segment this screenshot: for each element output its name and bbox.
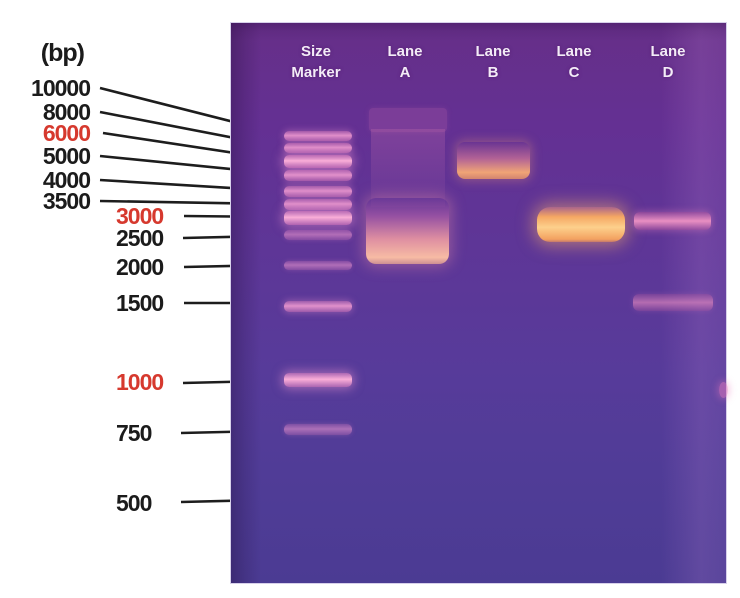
marker-band-1000 (284, 373, 352, 387)
bp-label-6000: 6000 (42, 120, 91, 146)
marker-band-8000 (284, 143, 352, 153)
lane-header-line2: A (399, 64, 411, 81)
marker-band-750 (284, 424, 352, 435)
bp-label-8000: 8000 (42, 99, 91, 125)
marker-band-5000 (284, 170, 352, 181)
marker-band-2500 (284, 230, 352, 240)
lane-a-bright-blob (366, 198, 449, 264)
bp-label-5000: 5000 (42, 143, 91, 169)
lane-header-c: Lane C (556, 41, 591, 83)
lane-header-line2: C (568, 64, 580, 81)
bp-label-750: 750 (116, 420, 152, 446)
marker-band-4000 (284, 186, 352, 197)
lane-header-b: Lane B (475, 41, 510, 83)
lane-header-d: Lane D (650, 41, 685, 83)
lane-d-band (634, 212, 711, 230)
lane-header-marker: Size Marker (291, 41, 340, 83)
lane-a-smear-column (371, 129, 445, 207)
marker-band-1500 (284, 301, 352, 312)
lane-header-line2: Marker (291, 64, 341, 81)
lane-header-line1: Lane (650, 43, 686, 60)
bp-unit-label: (bp) (40, 39, 85, 67)
bp-label-4000: 4000 (42, 167, 91, 193)
bp-label-3500: 3500 (42, 188, 91, 214)
bp-label-10000: 10000 (31, 75, 91, 101)
lane-header-line2: D (662, 64, 674, 81)
marker-band-3000 (284, 211, 352, 225)
marker-band-2000 (284, 261, 352, 270)
lane-header-line1: Lane (556, 43, 592, 60)
bp-label-1500: 1500 (116, 290, 164, 316)
lane-header-line1: Lane (387, 43, 423, 60)
lane-a-well-smear (369, 108, 447, 132)
bp-label-2000: 2000 (116, 254, 164, 280)
lane-header-line1: Size (300, 43, 332, 60)
marker-band-3500 (284, 199, 352, 210)
bp-label-3000: 3000 (116, 203, 164, 229)
bp-label-2500: 2500 (116, 225, 164, 251)
bp-label-500: 500 (116, 490, 152, 516)
marker-band-6000 (284, 155, 352, 168)
lane-header-line2: B (487, 64, 499, 81)
lane-d-faint-band (633, 294, 713, 311)
marker-band-10000 (284, 131, 352, 141)
gel-photo: Size Marker Lane A Lane B Lane C Lane D (230, 22, 728, 584)
lane-header-a: Lane A (387, 41, 422, 83)
lane-header-line1: Lane (475, 43, 511, 60)
lane-d-edge-smudge (719, 382, 728, 398)
lane-c-band (537, 207, 625, 242)
lane-b-band (457, 142, 530, 179)
bp-label-1000: 1000 (116, 369, 164, 395)
